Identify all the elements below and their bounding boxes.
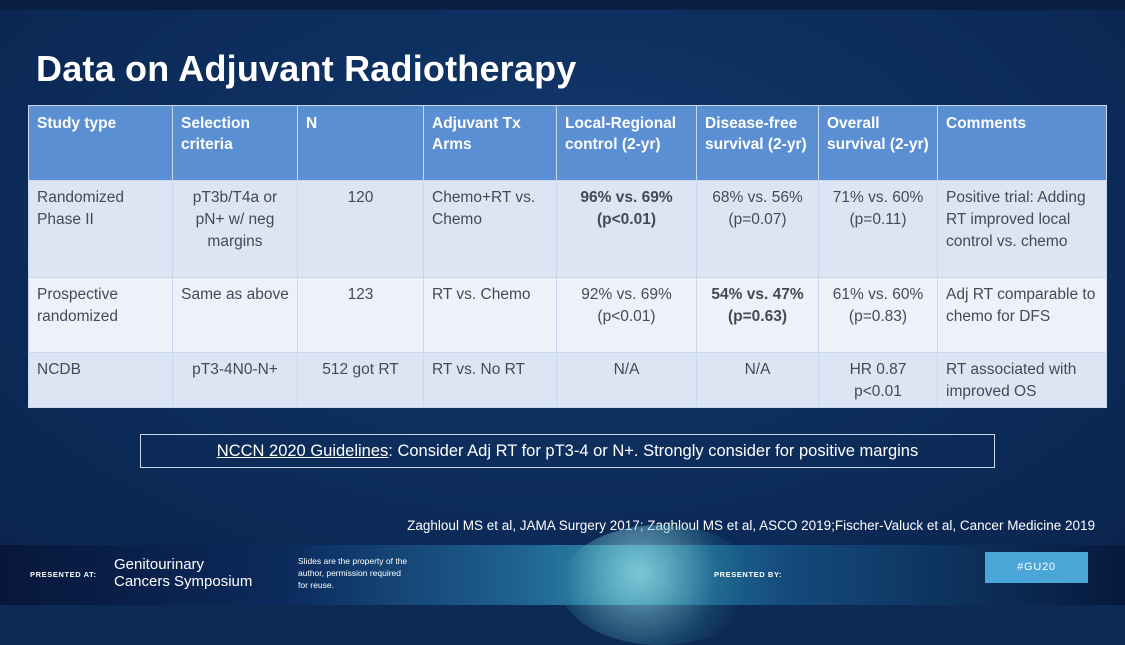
- results-table: Study type Selection criteria N Adjuvant…: [28, 105, 1107, 408]
- table-header-row: Study type Selection criteria N Adjuvant…: [28, 105, 1107, 181]
- table-cell: 123: [297, 277, 424, 353]
- table-cell: HR 0.87 p<0.01: [818, 352, 938, 408]
- table-row: NCDB pT3-4N0-N+ 512 got RT RT vs. No RT …: [28, 352, 1107, 408]
- table-cell: Prospective randomized: [28, 277, 173, 353]
- footer-banner: PRESENTED AT: Genitourinary Cancers Symp…: [0, 525, 1125, 645]
- table-cell: Chemo+RT vs. Chemo: [423, 180, 557, 278]
- table-cell: 96% vs. 69% (p<0.01): [556, 180, 697, 278]
- top-band: [0, 0, 1125, 10]
- table-row: Randomized Phase II pT3b/T4a or pN+ w/ n…: [28, 180, 1107, 278]
- presented-by-label: PRESENTED BY:: [714, 570, 783, 579]
- guideline-text: : Consider Adj RT for pT3-4 or N+. Stron…: [388, 442, 919, 460]
- header-cell: Disease-free survival (2-yr): [696, 105, 819, 181]
- table-cell: N/A: [556, 352, 697, 408]
- table-row: Prospective randomized Same as above 123…: [28, 277, 1107, 353]
- table-cell: Same as above: [172, 277, 298, 353]
- table-cell: NCDB: [28, 352, 173, 408]
- symposium-line2: Cancers Symposium: [114, 573, 253, 590]
- table-cell: 71% vs. 60% (p=0.11): [818, 180, 938, 278]
- header-cell: Adjuvant Tx Arms: [423, 105, 557, 181]
- table-cell: 512 got RT: [297, 352, 424, 408]
- guideline-box: NCCN 2020 Guidelines: Consider Adj RT fo…: [140, 434, 995, 468]
- symposium-line1: Genitourinary: [114, 556, 205, 573]
- planet-graphic: [560, 525, 760, 645]
- table-cell: N/A: [696, 352, 819, 408]
- hashtag-badge: #GU20: [985, 552, 1088, 583]
- table-cell: 54% vs. 47% (p=0.63): [696, 277, 819, 353]
- symposium-logo: Genitourinary Cancers Symposium: [114, 556, 252, 590]
- header-cell: Selection criteria: [172, 105, 298, 181]
- header-cell: Comments: [937, 105, 1107, 181]
- table-cell: pT3b/T4a or pN+ w/ neg margins: [172, 180, 298, 278]
- table-cell: 120: [297, 180, 424, 278]
- table-cell: RT vs. No RT: [423, 352, 557, 408]
- header-cell: Overall survival (2-yr): [818, 105, 938, 181]
- header-cell: Study type: [28, 105, 173, 181]
- guideline-label: NCCN 2020 Guidelines: [216, 442, 389, 460]
- table-cell: pT3-4N0-N+: [172, 352, 298, 408]
- slide-title: Data on Adjuvant Radiotherapy: [36, 48, 577, 89]
- table-cell: RT vs. Chemo: [423, 277, 557, 353]
- presented-at-label: PRESENTED AT:: [30, 570, 97, 579]
- table-cell: 61% vs. 60% (p=0.83): [818, 277, 938, 353]
- table-cell: RT associated with improved OS: [937, 352, 1107, 408]
- rights-notice: Slides are the property of the author, p…: [298, 556, 408, 590]
- header-cell: N: [297, 105, 424, 181]
- table-cell: Randomized Phase II: [28, 180, 173, 278]
- citation: Zaghloul MS et al, JAMA Surgery 2017; Za…: [407, 518, 1095, 533]
- table-cell: Adj RT comparable to chemo for DFS: [937, 277, 1107, 353]
- table-cell: Positive trial: Adding RT improved local…: [937, 180, 1107, 278]
- table-cell: 92% vs. 69% (p<0.01): [556, 277, 697, 353]
- slide: Data on Adjuvant Radiotherapy Study type…: [0, 0, 1125, 545]
- table-cell: 68% vs. 56% (p=0.07): [696, 180, 819, 278]
- header-cell: Local-Regional control (2-yr): [556, 105, 697, 181]
